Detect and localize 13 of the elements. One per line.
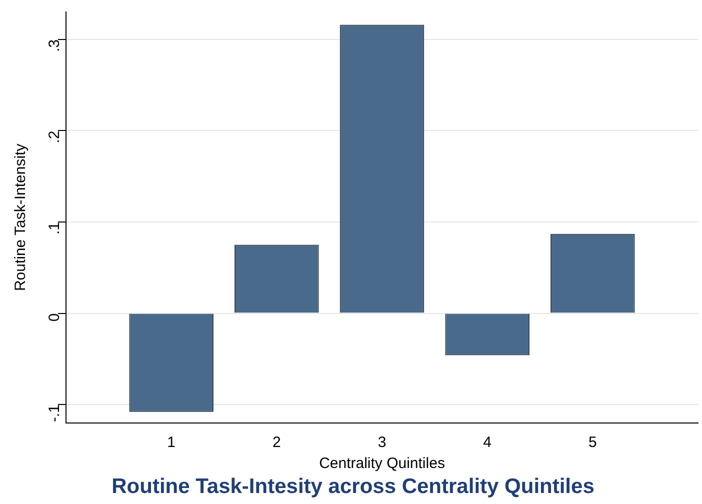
y-tick-label: .3 <box>46 39 64 52</box>
x-axis-title: Centrality Quintiles <box>319 454 445 472</box>
x-tick-label: 5 <box>588 434 597 451</box>
text: Routine Task-Intesity across Centrality Quintiles <box>112 475 594 498</box>
x-tick-label: 2 <box>272 434 281 451</box>
y-tick-label: 0 <box>46 313 64 322</box>
x-tick-label: 3 <box>378 434 386 451</box>
y-tick-label: .2 <box>46 130 64 144</box>
y-tick-label: -.1 <box>46 404 64 422</box>
x-tick-label: 4 <box>483 434 492 451</box>
x-tick-label: 1 <box>167 434 176 451</box>
y-axis-title: Routine Task-Intensity <box>12 143 30 292</box>
y-tick-label: .1 <box>46 222 64 234</box>
